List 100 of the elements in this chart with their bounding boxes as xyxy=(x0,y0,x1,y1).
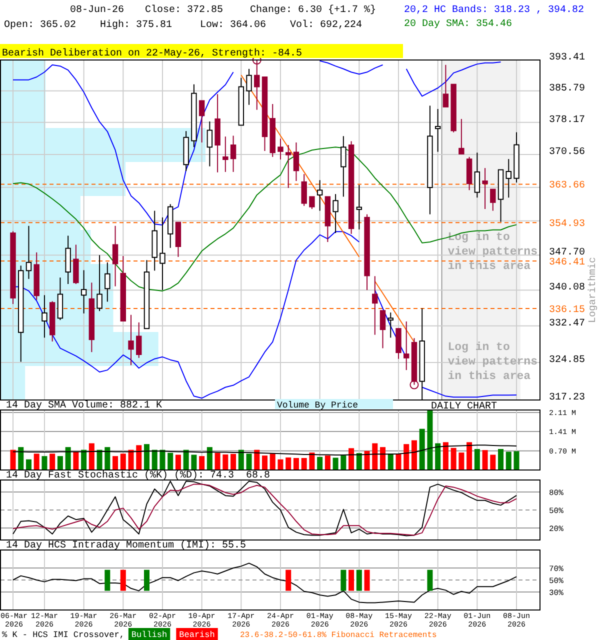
y-axis-title: Logarithmic xyxy=(587,256,599,324)
bar xyxy=(348,448,354,470)
candlestick xyxy=(285,144,292,188)
bar xyxy=(183,450,189,470)
bar xyxy=(411,440,417,470)
candlestick xyxy=(104,262,110,302)
bar xyxy=(482,450,488,470)
candlestick xyxy=(160,216,166,291)
candlestick xyxy=(136,322,142,358)
bar xyxy=(514,451,520,470)
bar xyxy=(96,450,102,470)
bar xyxy=(214,452,220,470)
bar xyxy=(474,449,480,470)
bar xyxy=(128,450,134,470)
bar xyxy=(372,443,378,470)
text: Bearish xyxy=(179,630,215,640)
y-tick-label: 347.70 xyxy=(549,248,586,259)
candlestick xyxy=(388,312,394,338)
bar xyxy=(81,450,87,470)
bar xyxy=(364,450,370,470)
candlestick xyxy=(278,138,284,160)
bar xyxy=(427,410,433,470)
bar xyxy=(57,456,63,470)
ref-line-label: 363.66 xyxy=(549,180,586,192)
bar xyxy=(136,445,142,470)
candlestick xyxy=(356,184,362,230)
y-tick-label: 340.08 xyxy=(549,282,586,294)
ref-line-label: 354.93 xyxy=(549,219,586,230)
bar xyxy=(34,454,40,470)
bar xyxy=(144,444,150,470)
bar xyxy=(10,450,16,470)
chart-title: Bearish Deliberation on 22-May-26, Strength: -84.5 xyxy=(2,48,302,60)
text: Close: 372.85 xyxy=(145,4,224,16)
bar xyxy=(88,443,94,470)
bar xyxy=(506,452,512,470)
candlestick xyxy=(396,328,402,360)
line-series xyxy=(12,562,517,604)
candlestick xyxy=(316,180,323,212)
chart-title: 14 Day SMA Volume: 882.1 K xyxy=(6,400,162,412)
bar xyxy=(270,454,276,470)
bar xyxy=(152,450,158,470)
candlestick xyxy=(340,136,346,198)
bar xyxy=(26,459,32,470)
bar xyxy=(278,459,284,470)
candlestick xyxy=(42,294,48,338)
y-tick-label: 70% xyxy=(549,564,564,574)
annotation: Log in to view patterns in this area xyxy=(448,341,538,383)
candlestick xyxy=(246,68,252,106)
candlestick xyxy=(26,225,32,280)
y-tick-label: 80% xyxy=(549,488,564,498)
candlestick xyxy=(73,244,79,285)
candlestick xyxy=(380,310,386,349)
bar xyxy=(301,458,307,470)
candlestick xyxy=(96,254,102,312)
bar xyxy=(73,452,79,470)
y-tick-label: 324.85 xyxy=(549,355,586,366)
bar xyxy=(435,443,441,470)
candlestick xyxy=(80,270,87,314)
bar xyxy=(42,456,48,470)
y-tick-label: 50% xyxy=(549,506,564,516)
annotation: DAILY CHART xyxy=(431,402,498,412)
bar xyxy=(380,447,386,470)
bar xyxy=(286,457,292,470)
y-tick-label: 332.47 xyxy=(549,318,586,330)
bar xyxy=(230,454,236,470)
candlestick xyxy=(442,64,449,108)
bar xyxy=(356,453,362,470)
candlestick xyxy=(309,196,315,210)
y-tick-label: 393.41 xyxy=(549,52,586,64)
candlestick xyxy=(404,320,410,371)
y-tick-label: 50% xyxy=(549,576,564,586)
text: Vol: 692,224 xyxy=(290,19,362,31)
y-tick-label: 317.23 xyxy=(549,392,586,404)
bar xyxy=(50,454,56,470)
bar xyxy=(396,454,402,470)
bar xyxy=(262,456,268,470)
candlestick xyxy=(112,225,118,287)
candlestick xyxy=(372,276,378,336)
bar xyxy=(450,448,456,470)
annotation: Volume By Price xyxy=(277,400,358,410)
bar xyxy=(309,452,315,470)
chart-title: 14 Day Fast Stochastic (%K) (%D): 74.3 68.8 xyxy=(6,470,270,482)
candlestick xyxy=(65,235,71,285)
bar xyxy=(18,447,24,470)
bar xyxy=(340,456,346,470)
bar xyxy=(222,454,228,470)
ref-line-label: 346.41 xyxy=(549,257,586,268)
text: Change: 6.30 {+1.7 %} xyxy=(250,4,376,16)
y-tick-label: 30% xyxy=(549,588,564,598)
bar xyxy=(419,428,425,470)
bar xyxy=(490,454,496,470)
bar xyxy=(206,447,212,470)
text: High: 375.81 xyxy=(100,19,172,31)
candlestick xyxy=(198,100,205,143)
line-series xyxy=(12,444,517,456)
candlestick xyxy=(474,152,480,198)
bar xyxy=(324,456,330,470)
y-tick-label: 370.56 xyxy=(549,147,586,158)
legend-title: % K - HCS IMI Crossover, xyxy=(2,630,124,640)
candlestick xyxy=(490,188,496,212)
